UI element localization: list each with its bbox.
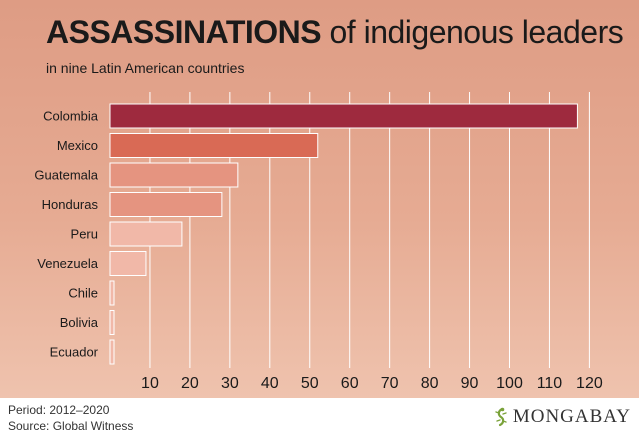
tick-label-110: 110 <box>537 375 563 392</box>
grid-layer <box>149 92 590 368</box>
title-bold: ASSASSINATIONS <box>46 14 322 50</box>
bar-mexico <box>109 133 319 158</box>
chart-title: ASSASSINATIONS of indigenous leaders <box>46 14 624 51</box>
period-note: Period: 2012–2020 <box>8 403 110 417</box>
tick-label-50: 50 <box>301 375 319 392</box>
lizard-icon <box>495 407 507 427</box>
bar-ecuador <box>109 339 115 365</box>
tick-label-60: 60 <box>341 375 359 392</box>
bar-guatemala <box>109 162 239 188</box>
brand-logo: MONGABAY <box>493 406 631 428</box>
category-label-peru: Peru <box>71 227 98 242</box>
bar-chile <box>109 280 115 306</box>
x-axis-ticks: 10 20 30 40 50 60 70 80 90 100 110 120 <box>141 375 603 392</box>
category-label-mexico: Mexico <box>57 138 98 153</box>
category-label-venezuela: Venezuela <box>37 256 98 271</box>
tick-label-40: 40 <box>261 375 279 392</box>
title-rest: of indigenous leaders <box>329 14 624 50</box>
tick-label-70: 70 <box>381 375 399 392</box>
category-label-honduras: Honduras <box>42 197 99 212</box>
category-label-chile: Chile <box>68 286 98 301</box>
tick-label-90: 90 <box>461 375 479 392</box>
chart-subtitle: in nine Latin American countries <box>46 60 245 76</box>
tick-label-20: 20 <box>181 375 199 392</box>
bar-peru <box>109 221 183 247</box>
bar-layer <box>109 103 578 365</box>
category-labels: Colombia Mexico Guatemala Honduras Peru Venez… <box>34 109 98 360</box>
bar-honduras <box>109 192 223 217</box>
tick-label-120: 120 <box>576 375 603 392</box>
tick-label-10: 10 <box>141 375 159 392</box>
category-label-bolivia: Bolivia <box>60 315 99 330</box>
category-label-guatemala: Guatemala <box>34 168 98 183</box>
bar-chart: Colombia Mexico Guatemala Honduras Peru Venez… <box>34 92 603 392</box>
bar-venezuela <box>109 251 147 276</box>
category-label-ecuador: Ecuador <box>50 345 99 360</box>
tick-label-100: 100 <box>496 375 523 392</box>
footer: Period: 2012–2020 Source: Global Witness… <box>0 398 639 438</box>
bar-bolivia <box>109 310 115 335</box>
brand-name: MONGABAY <box>512 406 631 427</box>
tick-label-80: 80 <box>421 375 439 392</box>
category-label-colombia: Colombia <box>43 109 99 124</box>
bar-colombia <box>109 103 578 129</box>
tick-label-30: 30 <box>221 375 239 392</box>
source-note: Source: Global Witness <box>8 419 134 433</box>
chart-panel: ASSASSINATIONS of indigenous leaders in … <box>0 0 639 398</box>
